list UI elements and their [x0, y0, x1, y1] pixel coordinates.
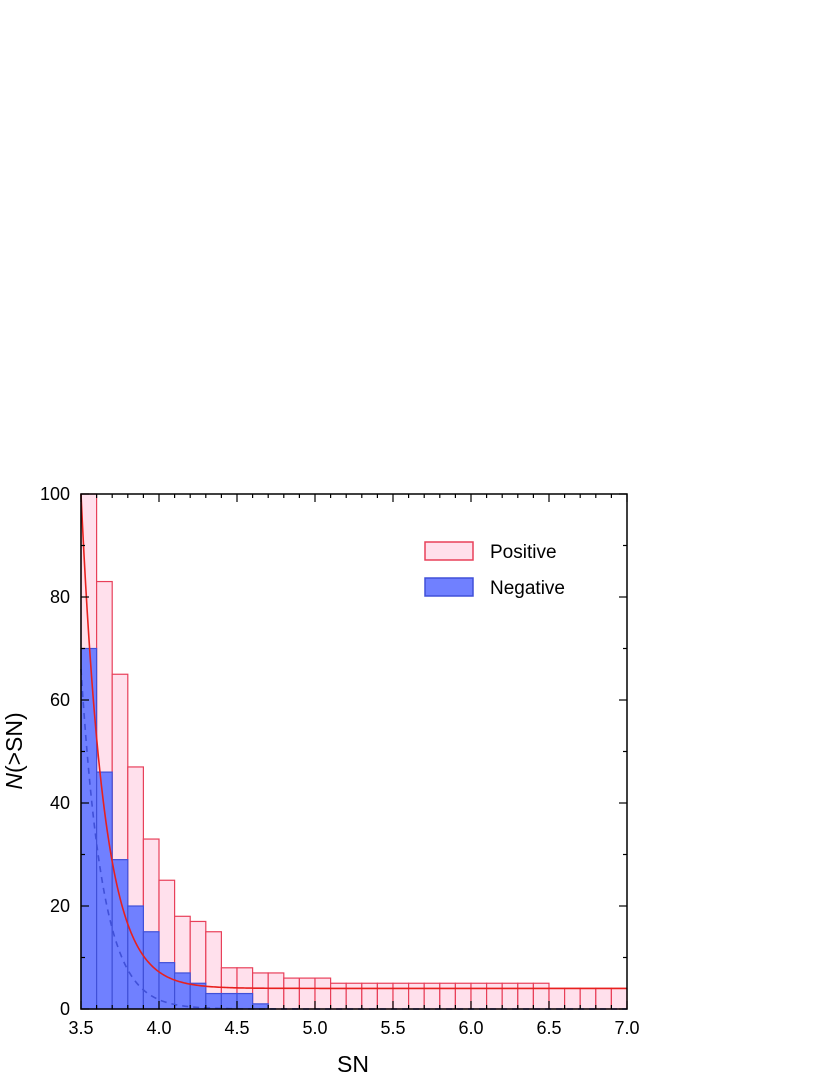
- bar-positive: [314, 977, 332, 1010]
- y-axis-label: N(>SN): [1, 712, 27, 789]
- bar-positive: [423, 982, 441, 1010]
- bar-negative: [220, 992, 238, 1010]
- x-axis-label: SN: [337, 1051, 369, 1075]
- bar-positive: [361, 982, 378, 1010]
- x-tick-label: 3.5: [68, 1018, 93, 1038]
- bar-positive: [610, 987, 628, 1010]
- bar-positive: [548, 987, 566, 1010]
- bar-positive: [595, 987, 612, 1010]
- legend-swatch-negative: [424, 577, 474, 597]
- fit-curve-positive: [80, 493, 627, 990]
- y-tick-label: 80: [50, 587, 70, 607]
- bar-positive: [330, 982, 347, 1010]
- y-axis-label-italic: N: [1, 773, 27, 790]
- bar-positive: [267, 972, 285, 1010]
- bar-positive: [392, 982, 410, 1010]
- x-tick-label: 5.5: [380, 1018, 405, 1038]
- x-tick-label: 4.5: [224, 1018, 249, 1038]
- legend: Positive Negative: [424, 541, 565, 599]
- bar-positive: [470, 982, 488, 1010]
- bar-positive: [408, 982, 425, 1010]
- bar-positive: [517, 982, 534, 1010]
- x-tick-label: 6.0: [458, 1018, 483, 1038]
- bar-positive: [439, 982, 456, 1010]
- bar-positive: [532, 982, 550, 1010]
- y-tick-label: 20: [50, 896, 70, 916]
- y-tick-label: 100: [40, 484, 70, 504]
- plot-area: 3.5 4.0 4.5 5.0 5.5 6.0 6.5 7.0 0 20 40 60 80 100: [40, 484, 640, 1038]
- legend-label-negative: Negative: [490, 578, 565, 599]
- legend-swatch-positive: [424, 541, 474, 561]
- x-tick-label: 4.0: [146, 1018, 171, 1038]
- series-positive: [80, 493, 628, 1010]
- bar-negative: [205, 992, 223, 1010]
- bar-positive: [501, 982, 519, 1010]
- bar-positive: [486, 982, 503, 1010]
- x-tick-label: 5.0: [302, 1018, 327, 1038]
- x-tick-label: 6.5: [536, 1018, 561, 1038]
- bar-positive: [376, 982, 394, 1010]
- bar-negative: [236, 992, 254, 1010]
- y-axis-label-rest: (>SN): [1, 712, 27, 773]
- y-tick-label: 60: [50, 690, 70, 710]
- bar-negative: [127, 905, 145, 1010]
- bar-negative: [174, 972, 191, 1010]
- x-tick-label: 7.0: [614, 1018, 639, 1038]
- bar-positive: [579, 987, 597, 1010]
- legend-label-positive: Positive: [490, 542, 557, 563]
- bar-positive: [298, 977, 316, 1010]
- bar-negative: [158, 962, 176, 1010]
- bar-positive: [283, 977, 300, 1010]
- bar-negative: [189, 982, 207, 1010]
- bar-positive: [563, 987, 581, 1010]
- bar-positive: [345, 982, 363, 1010]
- y-tick-label: 40: [50, 793, 70, 813]
- axis-ticks: [80, 493, 628, 1010]
- y-tick-label: 0: [60, 999, 70, 1019]
- bar-positive: [454, 982, 472, 1010]
